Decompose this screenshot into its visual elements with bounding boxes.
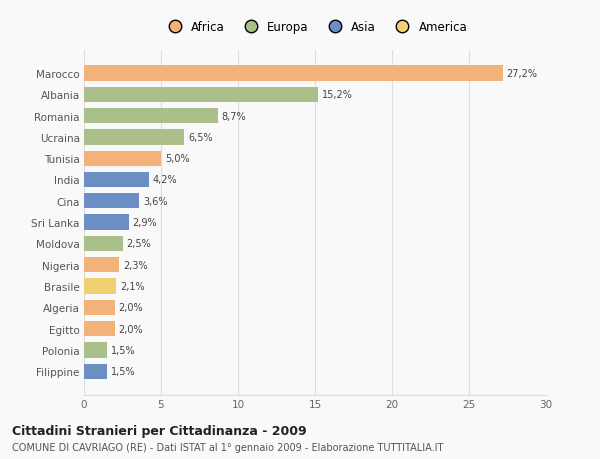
Text: 1,5%: 1,5% — [111, 345, 136, 355]
Text: 2,9%: 2,9% — [133, 218, 157, 228]
Text: 27,2%: 27,2% — [507, 69, 538, 79]
Bar — [84, 130, 184, 145]
Bar — [84, 151, 161, 167]
Bar — [84, 87, 318, 103]
Text: Cittadini Stranieri per Cittadinanza - 2009: Cittadini Stranieri per Cittadinanza - 2… — [12, 425, 307, 437]
Bar — [84, 257, 119, 273]
Bar — [84, 66, 503, 81]
Bar — [84, 173, 149, 188]
Text: 2,0%: 2,0% — [119, 302, 143, 313]
Text: COMUNE DI CAVRIAGO (RE) - Dati ISTAT al 1° gennaio 2009 - Elaborazione TUTTITALI: COMUNE DI CAVRIAGO (RE) - Dati ISTAT al … — [12, 442, 443, 452]
Bar — [84, 364, 107, 379]
Bar — [84, 279, 116, 294]
Bar — [84, 236, 122, 252]
Text: 15,2%: 15,2% — [322, 90, 353, 100]
Bar — [84, 300, 115, 315]
Text: 4,2%: 4,2% — [152, 175, 177, 185]
Text: 3,6%: 3,6% — [143, 196, 168, 207]
Text: 1,5%: 1,5% — [111, 366, 136, 376]
Bar — [84, 109, 218, 124]
Text: 2,3%: 2,3% — [123, 260, 148, 270]
Bar — [84, 215, 128, 230]
Text: 2,1%: 2,1% — [120, 281, 145, 291]
Text: 2,5%: 2,5% — [127, 239, 151, 249]
Bar — [84, 194, 139, 209]
Text: 2,0%: 2,0% — [119, 324, 143, 334]
Legend: Africa, Europa, Asia, America: Africa, Europa, Asia, America — [160, 18, 470, 36]
Text: 5,0%: 5,0% — [165, 154, 190, 164]
Text: 6,5%: 6,5% — [188, 133, 212, 143]
Bar — [84, 342, 107, 358]
Bar — [84, 321, 115, 336]
Text: 8,7%: 8,7% — [222, 112, 247, 121]
